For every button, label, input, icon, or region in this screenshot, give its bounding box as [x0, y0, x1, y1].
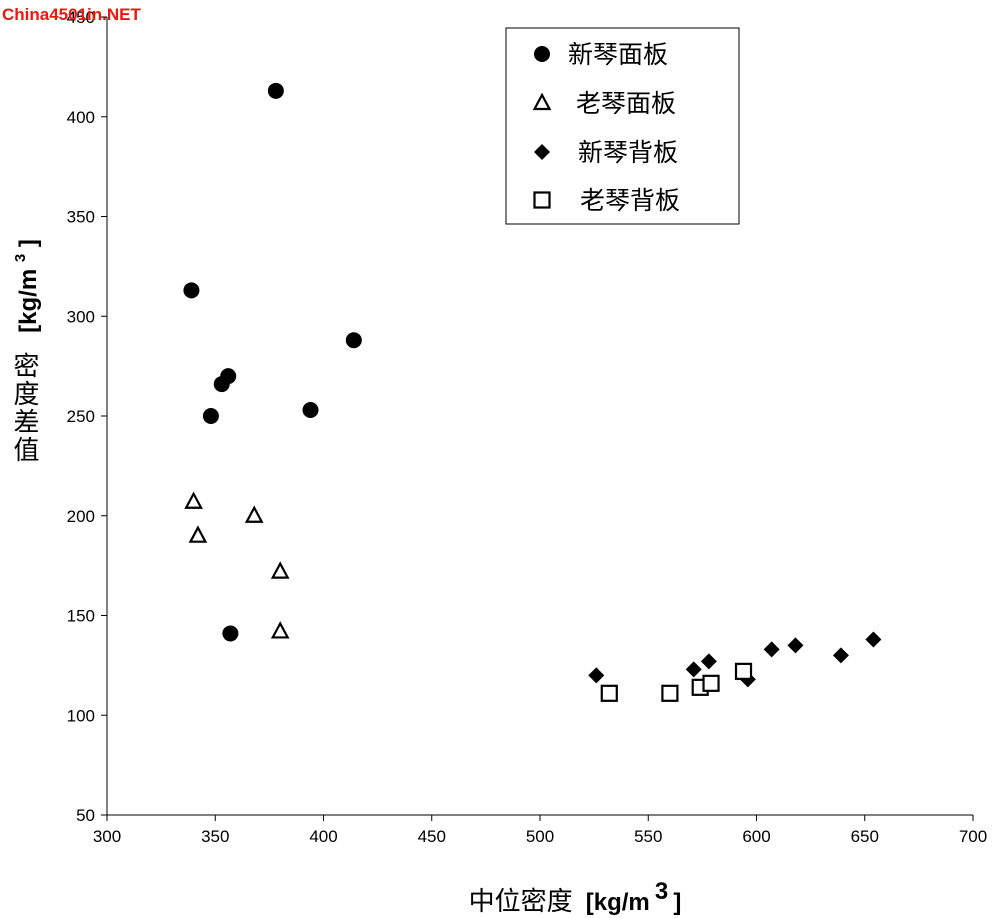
watermark-text: China4501in.NET	[2, 5, 141, 24]
y-tick-label: 50	[76, 806, 95, 825]
legend-label-1: 新琴面板	[568, 40, 668, 69]
y-tick-label: 450	[67, 8, 95, 27]
legend-label-3: 新琴背板	[578, 138, 678, 167]
data-point-series-2	[244, 505, 264, 523]
y-tick-label: 200	[67, 507, 95, 526]
x-ticks: 300 350 400 450 500 550 600 650 700	[93, 815, 987, 846]
y-axis-label: 密度差值	[9, 352, 39, 464]
y-axis-unit: [kg/m	[15, 269, 42, 333]
legend-marker-4	[533, 191, 551, 209]
y-axis-unit-group: [kg/m 3 ]	[4, 239, 42, 333]
data-point-series-3	[787, 637, 804, 654]
legend-marker-1	[534, 46, 550, 62]
x-tick-label: 550	[634, 827, 662, 846]
y-axis-unit-close: ]	[15, 239, 42, 247]
legend-marker-3	[534, 144, 550, 160]
legend-label-2: 老琴面板	[576, 89, 676, 118]
data-point-series-4	[734, 662, 753, 680]
data-point-series-3	[832, 647, 849, 664]
y-tick-label: 300	[67, 307, 95, 326]
data-point-series-4	[702, 674, 720, 692]
data-point-series-3	[685, 661, 702, 678]
x-tick-label: 300	[93, 827, 121, 846]
data-point-series-4	[600, 684, 618, 702]
x-tick-label: 600	[742, 827, 770, 846]
data-point-series-1	[202, 408, 219, 424]
x-axis-unit-superscript: 3	[655, 878, 668, 905]
data-point-series-1	[183, 282, 200, 299]
x-tick-label: 650	[851, 827, 879, 846]
data-point-series-3	[700, 653, 717, 670]
y-tick-label: 150	[67, 607, 95, 626]
legend-marker-2	[532, 92, 552, 111]
data-point-series-3	[865, 631, 882, 648]
x-axis-unit-close: ]	[673, 889, 681, 916]
data-point-series-2	[184, 491, 203, 509]
x-axis-title: 中位密度 [kg/m 3 ]	[469, 878, 682, 917]
x-tick-label: 400	[309, 827, 337, 846]
y-tick-label: 400	[67, 108, 95, 127]
x-tick-label: 700	[959, 827, 987, 846]
data-point-series-4	[661, 684, 679, 702]
data-point-series-1	[345, 332, 362, 349]
data-point-series-2	[270, 621, 290, 639]
data-point-series-1	[267, 82, 284, 99]
x-axis-label: 中位密度	[469, 887, 573, 917]
data-point-series-2	[270, 561, 290, 579]
x-tick-label: 450	[418, 827, 446, 846]
axes: 300 350 400 450 500 550 600 650 700 50 100 150 200 2…	[67, 8, 988, 846]
y-tick-label: 250	[67, 407, 95, 426]
data-point-series-1	[213, 376, 230, 393]
y-tick-label: 100	[67, 706, 95, 725]
data-point-series-3	[763, 641, 780, 658]
data-point-series-1	[302, 402, 319, 419]
data-point-series-3	[588, 667, 605, 684]
x-axis-unit: [kg/m	[586, 889, 650, 916]
x-tick-label: 500	[526, 827, 554, 846]
data-point-series-2	[188, 525, 208, 543]
x-tick-label: 350	[201, 827, 229, 846]
data-point-series-1	[222, 625, 239, 642]
legend-label-4: 老琴背板	[580, 186, 680, 215]
y-tick-label: 350	[67, 208, 95, 227]
y-ticks: 50 100 150 200 250 300 350 400 450	[67, 8, 107, 825]
y-axis-unit-superscript: 3	[12, 254, 29, 262]
data-points	[183, 82, 882, 702]
